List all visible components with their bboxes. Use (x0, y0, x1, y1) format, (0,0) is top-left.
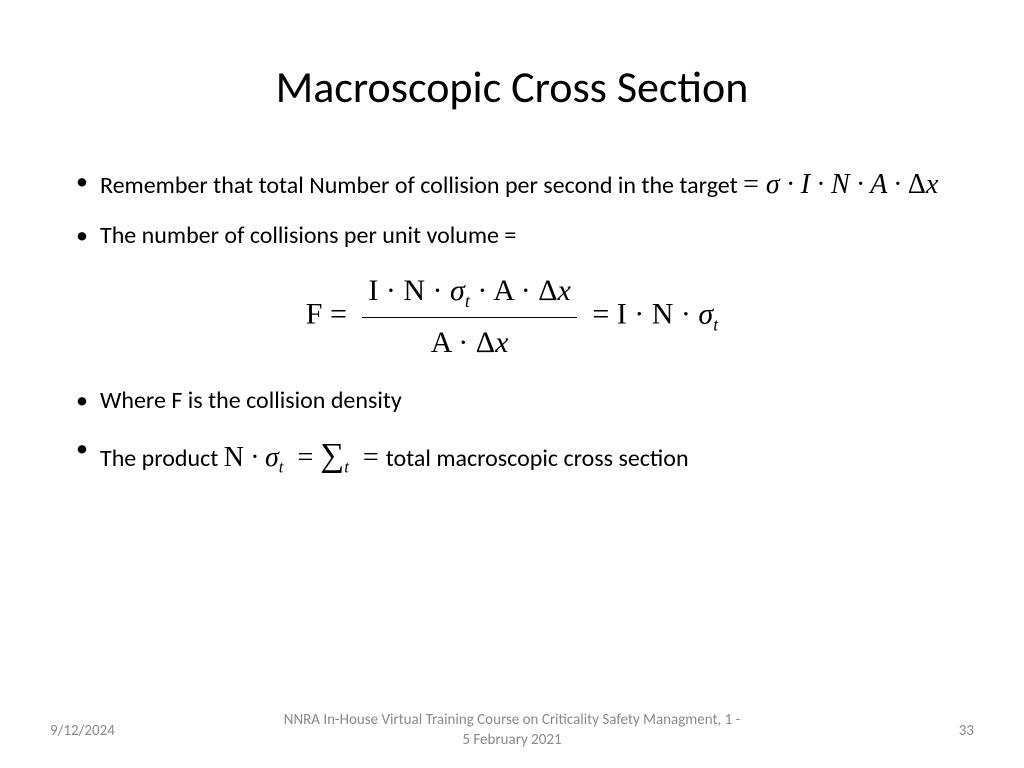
bullet-mark: • (70, 431, 100, 481)
slide-footer: 9/12/2024 NNRA In-House Virtual Training… (0, 711, 1024, 750)
subscript-t: t (465, 291, 470, 311)
bullet-1-text: Remember that total Number of collision … (100, 171, 743, 200)
footer-date: 9/12/2024 (50, 722, 281, 740)
footer-page-number: 33 (743, 722, 974, 740)
bullet-3-text: Where F is the collision density (100, 383, 954, 419)
equation-2: F = I · N · σt · A · Δx A · Δx = I · N ·… (70, 268, 954, 365)
bullet-4-post: total macroscopic cross section (386, 444, 689, 473)
bullet-4: • The product N · σt = ∑t = total macros… (70, 431, 954, 481)
bullet-2-text: The number of collisions per unit volume… (100, 218, 954, 254)
subscript-t: t (279, 458, 284, 477)
slide-content: • Remember that total Number of collisio… (70, 164, 954, 481)
fraction: I · N · σt · A · Δx A · Δx (362, 268, 576, 365)
bullet-mark: • (70, 164, 100, 206)
footer-course: NNRA In-House Virtual Training Course on… (281, 711, 743, 750)
subscript-t: t (713, 314, 718, 334)
numerator: I · N · σt · A · Δx (362, 268, 576, 318)
slide-title: Macroscopic Cross Section (70, 60, 954, 114)
bullet-2: • The number of collisions per unit volu… (70, 218, 954, 254)
equation-1: = σ · I · N · A · Δx (743, 169, 938, 200)
bullet-3: • Where F is the collision density (70, 383, 954, 419)
subscript-t: t (344, 458, 349, 477)
bullet-mark: • (70, 218, 100, 254)
bullet-text: Remember that total Number of collision … (100, 164, 954, 206)
bullet-1: • Remember that total Number of collisio… (70, 164, 954, 206)
bullet-mark: • (70, 383, 100, 419)
slide: Macroscopic Cross Section • Remember tha… (0, 0, 1024, 768)
bullet-text: The product N · σt = ∑t = total macrosco… (100, 431, 954, 481)
equation-3: N · σt = ∑t = (224, 442, 386, 473)
denominator: A · Δx (362, 318, 576, 365)
bullet-4-pre: The product (100, 444, 224, 473)
